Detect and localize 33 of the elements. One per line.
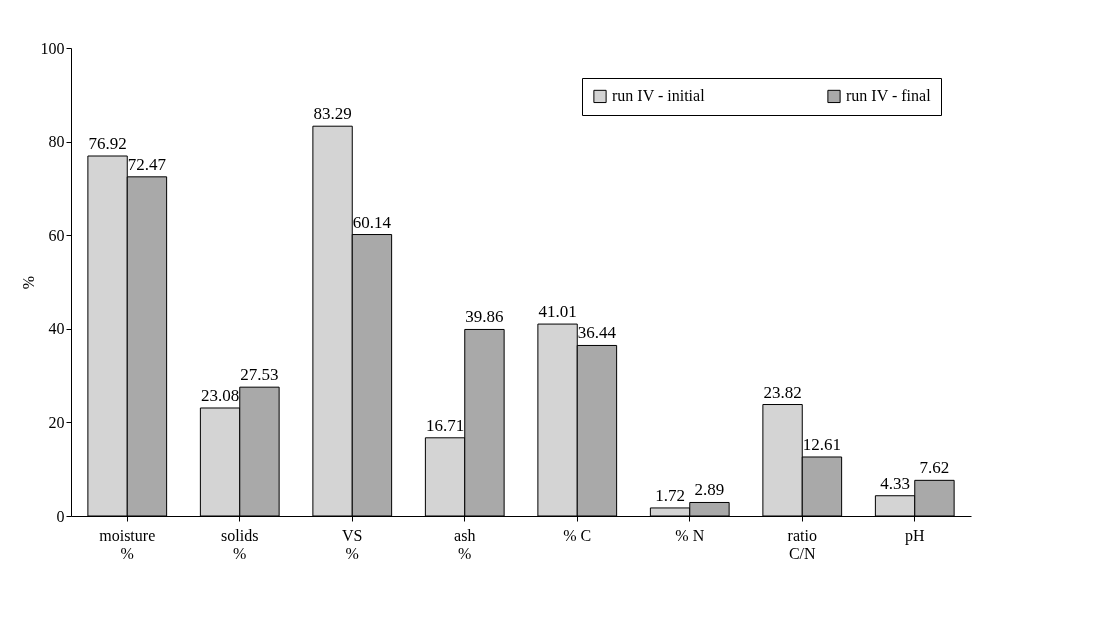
- data-label: 12.61: [802, 434, 842, 454]
- data-label: 2.89: [694, 480, 725, 500]
- x-tick-label: solids %: [221, 526, 259, 562]
- data-label: 60.14: [352, 212, 392, 232]
- y-axis-title: %: [19, 275, 37, 290]
- data-label: 39.86: [465, 307, 504, 327]
- data-label: 7.62: [919, 458, 950, 478]
- data-label: 72.47: [127, 154, 167, 174]
- y-tick-label: 20: [48, 413, 65, 431]
- data-label: 23.08: [200, 385, 240, 405]
- y-tick-label: 0: [56, 507, 65, 525]
- y-tick-label: 40: [48, 320, 65, 338]
- data-label: 4.33: [880, 473, 910, 493]
- x-tick-label: moisture %: [99, 526, 156, 562]
- data-label: 83.29: [313, 104, 352, 124]
- data-label: 76.92: [88, 134, 127, 154]
- data-label: 36.44: [577, 323, 617, 343]
- data-label: 41.01: [538, 302, 577, 322]
- data-label: 27.53: [240, 365, 279, 385]
- y-tick-label: 100: [40, 39, 65, 57]
- data-label: 1.72: [655, 485, 685, 505]
- x-tick-label: ash %: [454, 526, 476, 562]
- y-tick-label: 80: [48, 133, 65, 151]
- x-tick-label: VS %: [342, 526, 363, 562]
- data-label: 23.82: [763, 382, 802, 402]
- x-tick-label: % N: [675, 526, 705, 544]
- legend-label: run IV - initial: [612, 87, 706, 105]
- data-label: 16.71: [425, 415, 465, 435]
- legend-label: run IV - final: [846, 87, 932, 105]
- y-tick-label: 60: [48, 226, 65, 244]
- x-tick-label: ratio C/N: [787, 526, 817, 562]
- x-tick-label: pH: [904, 526, 925, 545]
- x-tick-label: % C: [563, 526, 592, 544]
